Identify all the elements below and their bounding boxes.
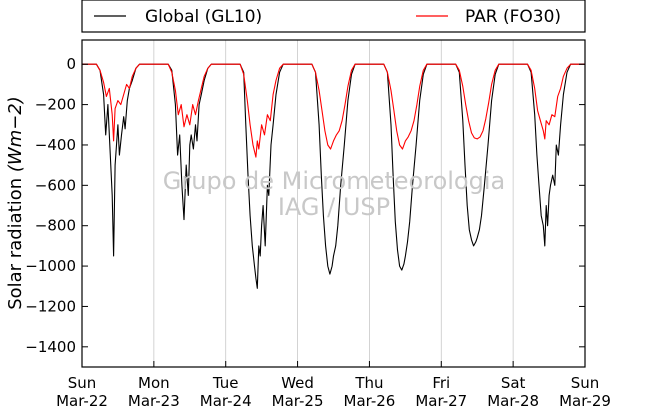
y-tick-label: −1200 — [25, 297, 76, 315]
legend-label-par: PAR (FO30) — [465, 7, 561, 27]
x-tick-date-label: Mar-28 — [487, 392, 539, 409]
x-tick-date-label: Mar-29 — [559, 392, 611, 409]
plot-area: 0−200−400−600−800−1000−1200−1400SunMar-2… — [25, 39, 611, 409]
plot-frame — [81, 39, 586, 368]
legend: Global (GL10) PAR (FO30) — [81, 0, 586, 33]
x-tick-day-label: Thu — [354, 374, 383, 392]
y-tick-label: −800 — [35, 217, 76, 235]
series-line-par — [82, 63, 585, 158]
y-tick-label: −1400 — [25, 338, 76, 356]
x-tick-day-label: Sat — [501, 374, 526, 392]
x-tick-date-label: Mar-22 — [56, 392, 108, 409]
series-line-global — [82, 63, 585, 289]
x-tick-day-label: Sun — [68, 374, 97, 392]
x-tick-date-label: Mar-23 — [128, 392, 180, 409]
x-tick-day-label: Sun — [571, 374, 600, 392]
x-tick-date-label: Mar-25 — [272, 392, 324, 409]
y-axis-label: Solar radiation (Wm−2) — [5, 96, 26, 310]
y-tick-label: −200 — [35, 96, 76, 114]
x-tick-date-label: Mar-27 — [415, 392, 467, 409]
watermark-line-2: IAG / USP — [278, 193, 390, 221]
y-axis-unit: (Wm−2) — [5, 96, 26, 172]
x-tick-day-label: Mon — [138, 374, 170, 392]
watermark-line-1: Grupo de Micrometeorologia — [163, 167, 505, 195]
x-tick-day-label: Tue — [212, 374, 239, 392]
x-tick-date-label: Mar-26 — [344, 392, 396, 409]
y-tick-label: −600 — [35, 176, 76, 194]
x-tick-date-label: Mar-24 — [200, 392, 252, 409]
y-tick-label: 0 — [66, 55, 76, 73]
y-tick-label: −400 — [35, 136, 76, 154]
x-tick-day-label: Wed — [281, 374, 314, 392]
legend-label-global: Global (GL10) — [145, 7, 262, 27]
x-tick-day-label: Fri — [432, 374, 450, 392]
y-tick-label: −1000 — [25, 257, 76, 275]
